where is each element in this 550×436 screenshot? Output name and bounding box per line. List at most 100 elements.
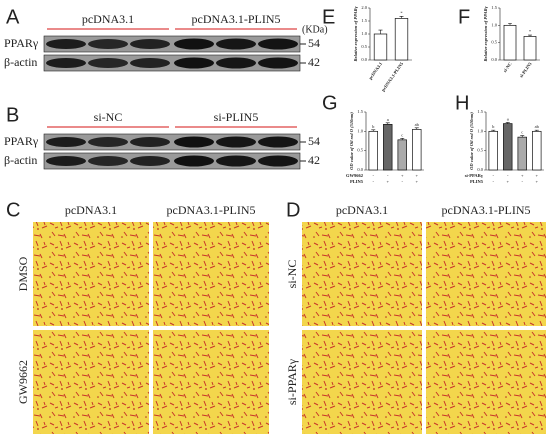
y-tick-label: 2.0: [361, 5, 367, 10]
significance: c: [401, 132, 403, 137]
treatment-name: PLIN5: [470, 179, 484, 184]
error-bar: [414, 127, 419, 130]
treatment-sign: +: [401, 173, 404, 178]
treatment-name: GW9662: [346, 173, 364, 178]
panel-letter: D: [286, 199, 300, 221]
size-label: 42: [308, 55, 320, 69]
panel-letter: A: [6, 6, 20, 28]
x-tick-label: si-PLIN5: [519, 61, 534, 79]
row-label: β-actin: [4, 55, 37, 69]
treatment-sign: -: [402, 179, 404, 184]
y-tick-label: 1.5: [361, 18, 367, 23]
row-label: PPARγ: [4, 36, 39, 50]
significance: a: [507, 116, 509, 121]
error-bar: [491, 129, 496, 132]
y-tick-label: 0.0: [361, 57, 367, 62]
micrograph: [426, 222, 546, 326]
micrograph: [426, 330, 546, 434]
treatment-sign: -: [507, 173, 509, 178]
treatment-sign: +: [535, 173, 538, 178]
panel-letter: G: [322, 92, 338, 114]
significance: b: [492, 124, 495, 129]
panel-letter: C: [6, 199, 20, 221]
bar: [523, 36, 537, 61]
error-bar: [534, 129, 539, 132]
significance: *: [400, 10, 403, 15]
micrograph: [33, 330, 149, 434]
bar: [383, 124, 393, 171]
size-label: 42: [308, 153, 320, 167]
treatment-name: si-PPARγ: [465, 173, 484, 178]
y-tick-label: 0.0: [491, 57, 497, 62]
row-label: GW9662: [16, 360, 30, 404]
error-bar: [378, 29, 383, 34]
panel-letter: F: [458, 6, 470, 28]
row-label: si-NC: [285, 260, 299, 289]
bar: [373, 33, 388, 61]
micrograph: [33, 222, 149, 326]
column-label: pcDNA3.1: [65, 203, 117, 217]
y-tick-label: 1.0: [491, 22, 497, 27]
error-bar: [528, 34, 532, 37]
treatment-sign: +: [506, 179, 509, 184]
error-bar: [399, 16, 404, 19]
treatment-sign: +: [415, 173, 418, 178]
panel-letter: E: [322, 6, 335, 28]
bar: [517, 136, 527, 171]
y-tick-label: 0.5: [477, 148, 483, 153]
row-label: β-actin: [4, 153, 37, 167]
significance: ab: [535, 124, 540, 129]
column-label: pcDNA3.1: [82, 12, 134, 26]
micrograph: [302, 222, 422, 326]
significance: ab: [415, 122, 420, 127]
row-label: si-PPARγ: [285, 358, 299, 405]
size-label: 54: [308, 36, 320, 50]
treatment-sign: +: [415, 179, 418, 184]
x-tick-label: si-NC: [502, 61, 512, 73]
treatment-sign: -: [373, 173, 375, 178]
y-tick-label: 1.0: [361, 31, 367, 36]
treatment-sign: -: [493, 179, 495, 184]
error-bar: [508, 22, 512, 26]
micrograph: [153, 330, 269, 434]
micrograph: [153, 222, 269, 326]
row-label: DMSO: [16, 256, 30, 291]
panel-letter: H: [455, 92, 469, 114]
significance: a: [387, 117, 389, 122]
x-tick-label: pcDNA3.1: [368, 61, 384, 81]
significance: c: [521, 130, 523, 135]
y-tick-label: 1.5: [491, 5, 497, 10]
bar: [397, 139, 407, 171]
y-tick-label: 1.5: [477, 109, 483, 114]
y-tick-label: 1.0: [477, 128, 483, 133]
treatment-sign: +: [535, 179, 538, 184]
y-tick-label: 1.0: [357, 128, 363, 133]
significance: b: [372, 124, 375, 129]
column-label: pcDNA3.1-PLIN5: [167, 203, 256, 217]
treatment-sign: -: [493, 173, 495, 178]
bar: [368, 130, 378, 171]
error-bar: [400, 137, 405, 140]
y-axis-label: OD value of Oil red O (510nm): [349, 112, 354, 170]
error-bar: [505, 122, 510, 124]
y-tick-label: 0.5: [357, 148, 363, 153]
y-tick-label: 1.5: [357, 109, 363, 114]
panel-letter: B: [6, 104, 19, 126]
x-tick-label: pcDNA3.1-PLIN5: [380, 61, 404, 93]
y-tick-label: 0.0: [357, 167, 363, 172]
treatment-sign: -: [373, 179, 375, 184]
error-bar: [371, 129, 376, 132]
bar: [394, 18, 409, 61]
treatment-sign: -: [522, 179, 524, 184]
column-label: pcDNA3.1: [336, 203, 388, 217]
bar: [503, 123, 513, 171]
size-label: 54: [308, 134, 320, 148]
error-bar: [385, 122, 390, 125]
y-tick-label: 0.5: [361, 44, 367, 49]
row-label: PPARγ: [4, 134, 39, 148]
y-tick-label: 0.0: [477, 167, 483, 172]
bar: [412, 129, 422, 171]
treatment-name: PLIN5: [350, 179, 364, 184]
treatment-sign: +: [386, 179, 389, 184]
